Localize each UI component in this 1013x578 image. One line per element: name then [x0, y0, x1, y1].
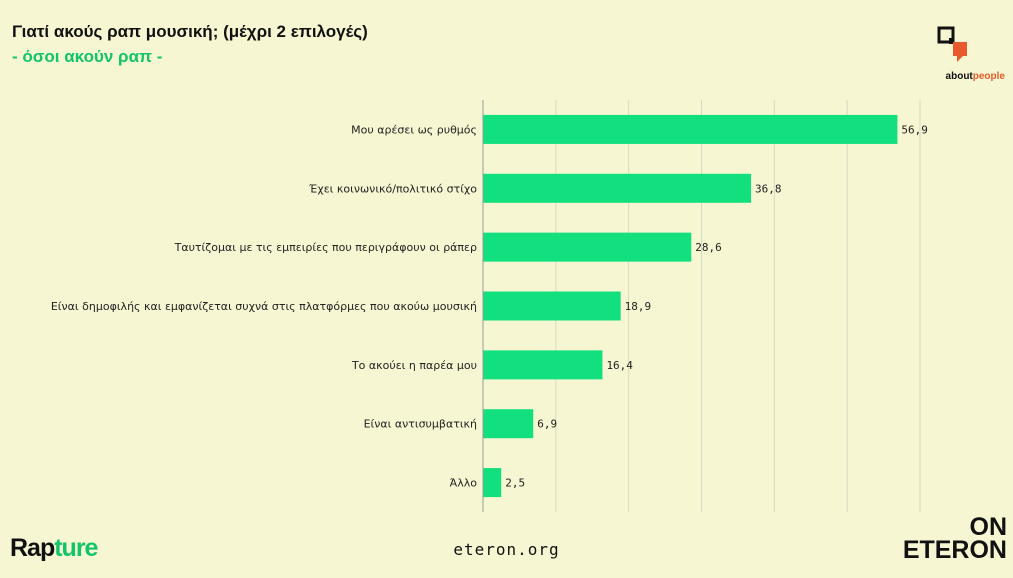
value-label: 28,6 — [695, 241, 722, 254]
bar — [483, 114, 898, 144]
rapture-logo-suffix: ture — [54, 534, 98, 562]
grid-lines — [555, 100, 921, 512]
category-label: Ταυτίζομαι με τις εμπειρίες που περιγράφ… — [174, 241, 477, 254]
category-labels: Μου αρέσει ως ρυθμός Έχει κοινωνικό/πολιτ… — [51, 123, 477, 489]
bar — [483, 173, 752, 203]
value-label: 16,4 — [606, 359, 633, 372]
rapture-logo-prefix: Rap — [10, 534, 55, 562]
bar — [483, 409, 534, 439]
aboutpeople-logo-icon — [937, 26, 967, 62]
rapture-logo: Rapture — [10, 534, 98, 563]
category-label: Το ακούει η παρέα μου — [351, 359, 477, 372]
value-label: 18,9 — [625, 300, 652, 313]
logo-text-prefix: about — [945, 71, 973, 82]
value-label: 6,9 — [537, 418, 557, 431]
on-eteron-logo-line2: ETERON — [902, 536, 1007, 564]
on-eteron-logo: ON ETERON — [902, 513, 1008, 564]
logo-text-suffix: people — [972, 71, 1005, 82]
value-label: 36,8 — [755, 182, 782, 195]
bar — [483, 350, 603, 380]
value-labels: 56,9 36,8 28,6 18,9 16,4 6,9 2,5 — [505, 123, 928, 489]
bar — [483, 291, 621, 321]
bar — [483, 468, 502, 498]
chart-title: Γιατί ακούς ραπ μουσική; (μέχρι 2 επιλογ… — [12, 22, 368, 41]
category-label: Έχει κοινωνικό/πολιτικό στίχο — [308, 182, 477, 195]
on-eteron-logo-line1: ON — [969, 513, 1008, 541]
category-label: Μου αρέσει ως ρυθμός — [351, 123, 477, 136]
category-label: Είναι αντισυμβατική — [364, 418, 477, 431]
value-label: 2,5 — [505, 477, 525, 490]
chart-subtitle: - όσοι ακούν ραπ - — [12, 47, 163, 66]
category-label: Είναι δημοφιλής και εμφανίζεται συχνά στ… — [51, 300, 477, 313]
bar — [483, 232, 692, 262]
bars — [483, 114, 898, 498]
value-label: 56,9 — [901, 123, 928, 136]
website-url: eteron.org — [453, 540, 560, 559]
aboutpeople-logo-text: aboutpeople — [915, 71, 1005, 82]
aboutpeople-logo: aboutpeople — [915, 26, 1005, 86]
category-label: Άλλο — [450, 477, 478, 490]
